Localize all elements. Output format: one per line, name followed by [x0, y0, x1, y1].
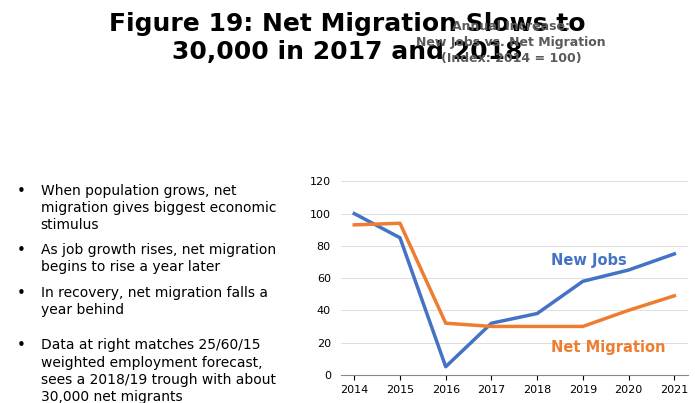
- Text: As job growth rises, net migration
begins to rise a year later: As job growth rises, net migration begin…: [41, 243, 276, 274]
- Text: •: •: [17, 286, 26, 301]
- Text: Net Migration: Net Migration: [551, 340, 665, 355]
- Text: In recovery, net migration falls a
year behind: In recovery, net migration falls a year …: [41, 286, 268, 318]
- Text: New Jobs: New Jobs: [551, 253, 627, 268]
- Text: •: •: [17, 243, 26, 258]
- Text: Figure 19: Net Migration Slows to
30,000 in 2017 and 2018: Figure 19: Net Migration Slows to 30,000…: [109, 12, 586, 64]
- Text: •: •: [17, 339, 26, 353]
- Text: When population grows, net
migration gives biggest economic
stimulus: When population grows, net migration giv…: [41, 184, 277, 233]
- Text: •: •: [17, 184, 26, 199]
- Text: Data at right matches 25/60/15
weighted employment forecast,
sees a 2018/19 trou: Data at right matches 25/60/15 weighted …: [41, 339, 276, 403]
- Text: Annual Increase:
New Jobs vs. Net Migration
(Index: 2014 = 100): Annual Increase: New Jobs vs. Net Migrat…: [416, 20, 605, 65]
